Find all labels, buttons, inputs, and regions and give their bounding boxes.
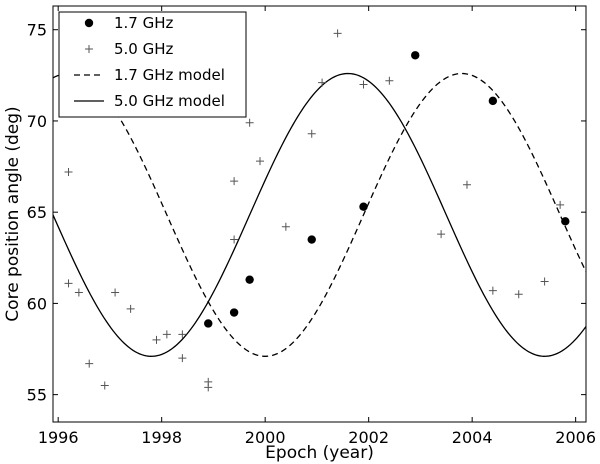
legend-marker-5-0-ghz bbox=[85, 45, 93, 53]
y-axis-label: Core position angle (deg) bbox=[3, 106, 23, 321]
point-5-0-ghz bbox=[64, 168, 73, 177]
point-5-0-ghz bbox=[204, 383, 213, 392]
x-tick-label: 2002 bbox=[348, 428, 389, 447]
y-tick-label: 75 bbox=[27, 21, 47, 40]
point-5-0-ghz bbox=[540, 277, 549, 286]
point-5-0-ghz bbox=[230, 235, 239, 244]
point-5-0-ghz bbox=[74, 288, 83, 297]
data-points bbox=[64, 29, 570, 392]
point-1-7-ghz bbox=[359, 202, 368, 211]
legend-label: 1.7 GHz bbox=[114, 14, 174, 32]
point-1-7-ghz bbox=[204, 319, 213, 328]
point-5-0-ghz bbox=[100, 381, 109, 390]
point-5-0-ghz bbox=[64, 279, 73, 288]
point-5-0-ghz bbox=[514, 290, 523, 299]
x-axis-label: Epoch (year) bbox=[265, 443, 374, 463]
plot-frame bbox=[52, 5, 587, 423]
x-tick-label: 2006 bbox=[555, 428, 596, 447]
y-axis: 55 60 65 70 75 bbox=[27, 21, 586, 405]
point-5-0-ghz bbox=[437, 230, 446, 239]
point-5-0-ghz bbox=[255, 157, 264, 166]
point-5-0-ghz bbox=[111, 288, 120, 297]
point-5-0-ghz bbox=[307, 129, 316, 138]
point-5-0-ghz bbox=[126, 304, 135, 313]
x-tick-label: 1996 bbox=[38, 428, 79, 447]
point-5-0-ghz bbox=[178, 330, 187, 339]
point-1-7-ghz bbox=[488, 96, 498, 106]
point-5-0-ghz bbox=[230, 177, 239, 186]
point-1-7-ghz bbox=[561, 217, 570, 226]
x-tick-label: 1998 bbox=[141, 428, 182, 447]
5-0-ghz-model-line bbox=[53, 72, 586, 357]
point-5-0-ghz bbox=[359, 80, 368, 89]
y-tick-label: 55 bbox=[27, 386, 47, 405]
legend-label: 5.0 GHz bbox=[114, 40, 174, 58]
point-1-7-ghz bbox=[411, 51, 420, 60]
x-tick-label: 2000 bbox=[245, 428, 286, 447]
legend-label: 5.0 GHz model bbox=[114, 92, 225, 110]
legend-box bbox=[58, 11, 247, 118]
legend: 1.7 GHz 5.0 GHz 1.7 GHz model 5.0 GHz model bbox=[58, 11, 247, 118]
point-5-0-ghz bbox=[318, 78, 327, 87]
point-1-7-ghz bbox=[229, 308, 239, 317]
point-1-7-ghz bbox=[245, 275, 254, 284]
point-5-0-ghz bbox=[152, 335, 161, 344]
model-curves bbox=[53, 72, 586, 357]
legend-label: 1.7 GHz model bbox=[114, 66, 225, 84]
y-tick-label: 70 bbox=[27, 112, 47, 131]
point-5-0-ghz bbox=[333, 29, 342, 38]
point-5-0-ghz bbox=[488, 286, 497, 295]
x-axis: 1996 1998 2000 2002 2004 2006 bbox=[38, 6, 596, 447]
y-tick-label: 60 bbox=[27, 294, 47, 313]
point-5-0-ghz bbox=[385, 76, 394, 85]
point-5-0-ghz bbox=[556, 200, 565, 209]
point-5-0-ghz bbox=[462, 180, 471, 189]
point-5-0-ghz bbox=[178, 354, 187, 363]
point-5-0-ghz bbox=[281, 222, 290, 231]
point-5-0-ghz bbox=[162, 330, 171, 339]
legend-marker-1-7-ghz bbox=[84, 18, 94, 28]
y-tick-label: 65 bbox=[27, 203, 47, 222]
x-tick-label: 2004 bbox=[452, 428, 493, 447]
point-1-7-ghz bbox=[307, 235, 316, 244]
point-5-0-ghz bbox=[85, 359, 94, 368]
point-5-0-ghz bbox=[245, 118, 254, 127]
1-7-ghz-model-line bbox=[53, 72, 586, 357]
